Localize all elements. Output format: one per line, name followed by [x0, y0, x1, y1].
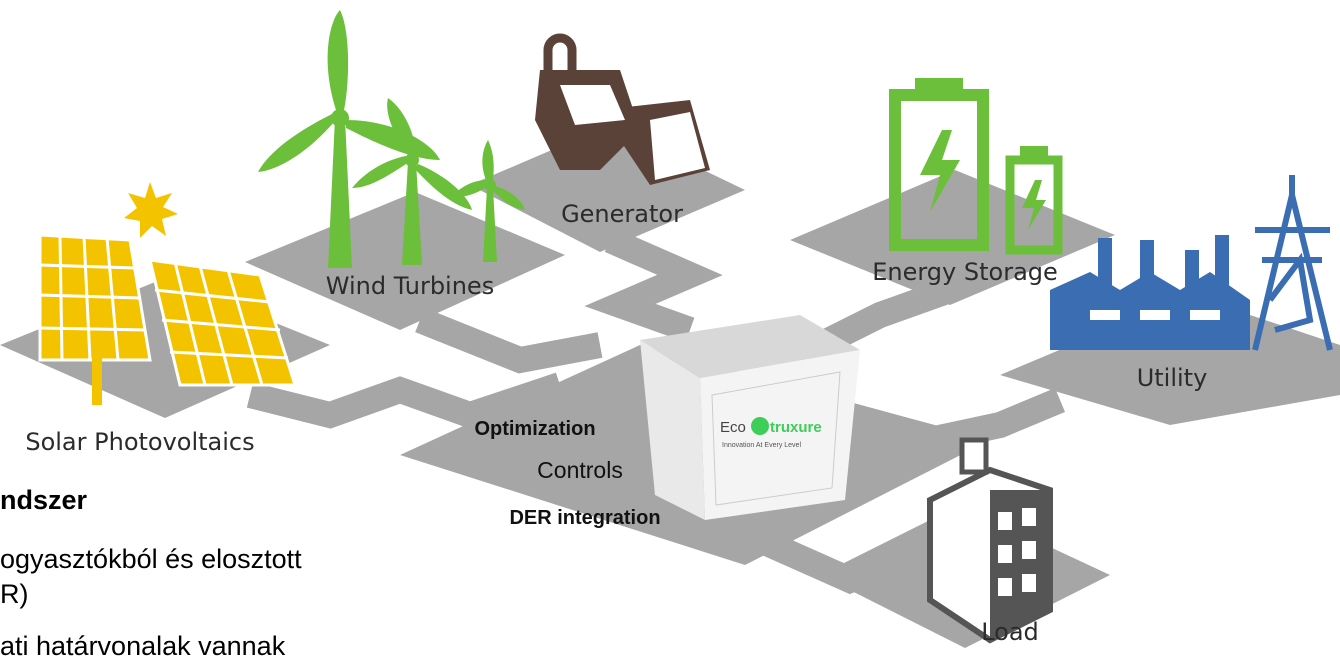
- load-icon: [930, 440, 1050, 640]
- center-label: Controls: [537, 457, 623, 483]
- load-icon-part: [998, 545, 1012, 563]
- diagram: Eco truxure Innovation At Every Level So…: [0, 0, 1340, 657]
- energy-storage-icon-part: [1020, 146, 1048, 156]
- generator-icon-part: [548, 38, 572, 70]
- wind-icon-part: [482, 140, 493, 180]
- fragment-line: ogyasztókból és elosztott: [0, 544, 302, 574]
- utility-icon-part: [1215, 235, 1229, 290]
- wind-icon-part: [328, 118, 352, 268]
- node-label: Energy Storage: [872, 258, 1058, 286]
- utility-icon-part: [1140, 240, 1154, 285]
- page: {"nodes": [ {"label": "Solar Photovoltai…: [0, 0, 1340, 657]
- fragment-line: ati határvonalak vannak: [0, 631, 286, 657]
- node-label: Utility: [1137, 364, 1208, 392]
- connections-part: [820, 290, 950, 345]
- wind-icon-part: [258, 114, 334, 172]
- connections-part: [610, 240, 690, 330]
- node-label: Wind Turbines: [326, 272, 494, 300]
- load-icon-part: [1022, 574, 1036, 592]
- wind-icon-part: [352, 156, 406, 188]
- node-label: Solar Photovoltaics: [25, 428, 254, 456]
- wind-icon-part: [452, 180, 487, 197]
- energy-storage-icon-part: [915, 78, 963, 92]
- node-label: Load: [981, 618, 1039, 646]
- solar-icon-part: [92, 350, 102, 405]
- connections-part: [420, 320, 600, 360]
- wind-icon-part: [328, 10, 348, 110]
- ecostruxure-cube: Eco truxure Innovation At Every Level: [640, 315, 860, 520]
- logo-tagline: Innovation At Every Level: [722, 442, 801, 449]
- wind-icon-part: [405, 153, 419, 167]
- logo-suffix: truxure: [770, 419, 822, 436]
- utility-icon-part: [1140, 310, 1170, 320]
- load-icon-part: [998, 578, 1012, 596]
- node-label: Generator: [561, 200, 683, 228]
- utility-icon: [1050, 175, 1330, 350]
- utility-icon-part: [1098, 238, 1112, 288]
- utility-icon-part: [1185, 250, 1199, 290]
- load-icon-part: [962, 440, 986, 472]
- utility-icon-part: [1190, 310, 1220, 320]
- solar-icon-part: [40, 328, 145, 330]
- fragment-heading: ndszer: [0, 485, 88, 515]
- utility-icon-part: [1090, 310, 1120, 320]
- load-icon-part: [998, 512, 1012, 530]
- ecostruxure-cube-part: [751, 417, 769, 435]
- logo-prefix: Eco: [720, 419, 746, 436]
- solar-icon-part: [60, 236, 62, 360]
- center-label: Optimization: [474, 418, 595, 440]
- load-icon-part: [1022, 508, 1036, 526]
- fragment-line: R): [0, 579, 29, 609]
- generator-icon-part: [650, 112, 705, 180]
- center-label: DER integration: [509, 507, 660, 529]
- wind-icon-part: [402, 162, 422, 265]
- wind-icon-part: [483, 187, 497, 262]
- load-icon-part: [1022, 541, 1036, 559]
- text-fragment: ndszer ogyasztókból és elosztott R) ati …: [0, 485, 302, 657]
- solar-icon-part: [124, 182, 178, 238]
